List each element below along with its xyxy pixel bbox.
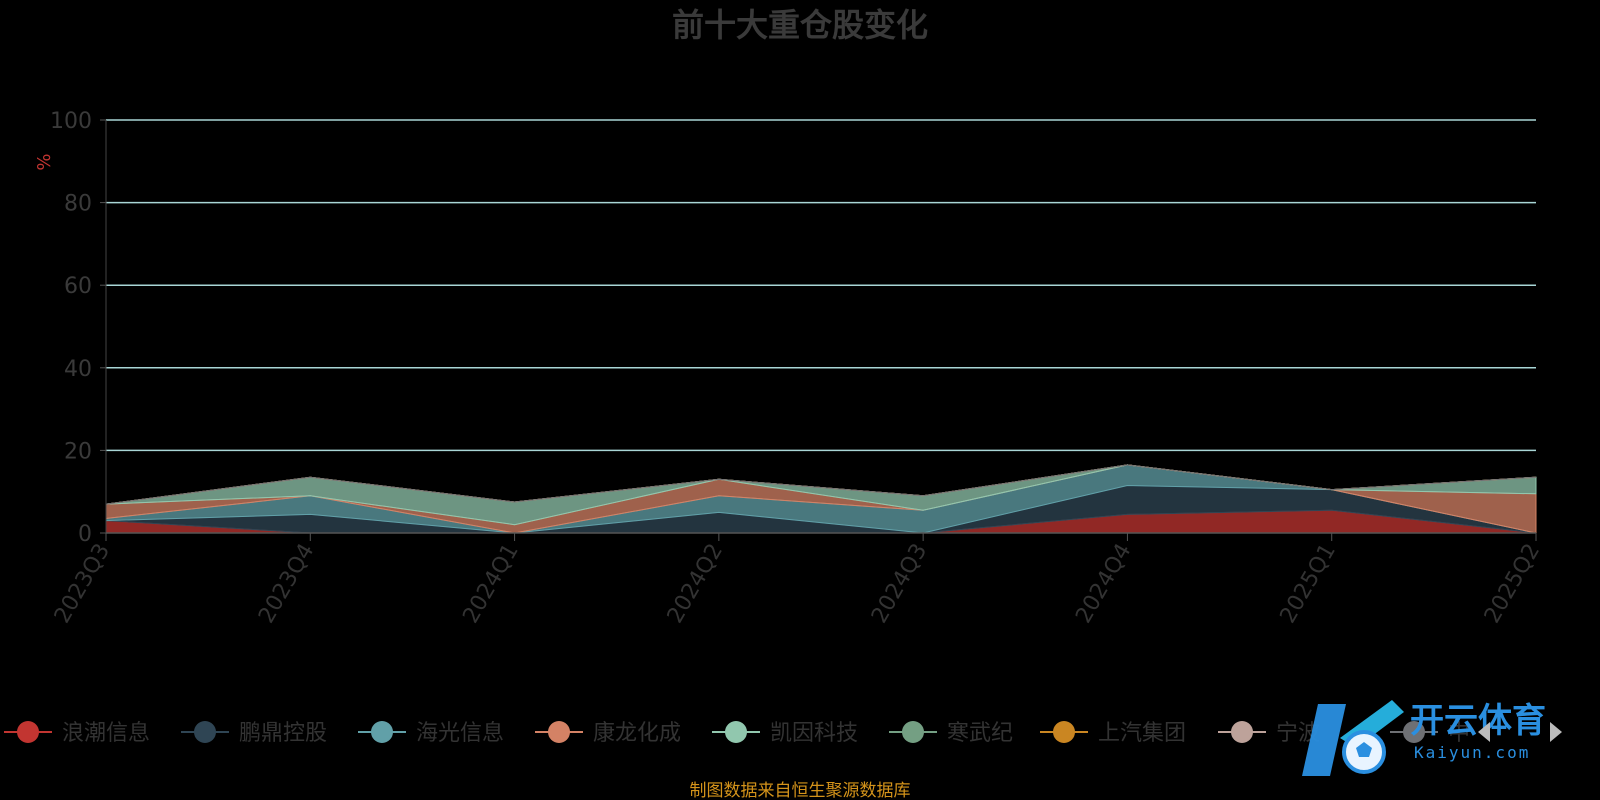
legend-marker xyxy=(17,721,39,743)
x-tick-label: 2023Q4 xyxy=(254,540,319,628)
y-tick-label: 20 xyxy=(64,439,92,464)
legend-next-icon[interactable] xyxy=(1550,722,1562,742)
grid-lines xyxy=(106,119,1536,452)
watermark-logo: 开云体育 Kaiyun.com xyxy=(1302,700,1546,776)
plot-background xyxy=(106,120,1536,533)
legend-marker xyxy=(194,721,216,743)
legend-label: 凯因科技 xyxy=(770,721,858,746)
legend-item[interactable]: 凯因科技 xyxy=(712,721,858,746)
x-tick-label: 2024Q3 xyxy=(867,540,932,628)
legend-item[interactable]: 宁波 xyxy=(1218,721,1320,746)
legend-marker xyxy=(371,721,393,743)
legend-item[interactable]: 康龙化成 xyxy=(535,721,681,746)
x-tick-label: 2024Q1 xyxy=(458,540,523,628)
x-tick-label: 2024Q2 xyxy=(663,540,728,628)
legend-item[interactable]: 海光信息 xyxy=(358,721,504,746)
y-tick-label: 0 xyxy=(78,522,92,547)
x-tick-label: 2024Q4 xyxy=(1071,540,1136,628)
y-tick-label: 100 xyxy=(50,109,92,134)
legend-item[interactable]: 鹏鼎控股 xyxy=(181,721,327,746)
legend-item[interactable]: 中 xyxy=(1390,721,1470,746)
legend-label: 上汽集团 xyxy=(1098,721,1186,746)
x-tick-label: 2023Q3 xyxy=(50,540,115,628)
legend-label: 鹏鼎控股 xyxy=(239,721,327,746)
legend-label: 浪潮信息 xyxy=(62,721,150,746)
legend-item[interactable]: 上汽集团 xyxy=(1040,721,1186,746)
legend-label: 海光信息 xyxy=(416,721,504,746)
y-tick-label: 60 xyxy=(64,274,92,299)
y-axis: 0 20 40 60 80 100 xyxy=(50,109,107,547)
legend-item[interactable]: 浪潮信息 xyxy=(4,721,150,746)
y-tick-label: 80 xyxy=(64,192,92,217)
x-axis: 2023Q3 2023Q4 2024Q1 2024Q2 2024Q3 2024Q4 2025… xyxy=(50,532,1545,628)
x-tick-label: 2025Q1 xyxy=(1276,540,1341,628)
source-note: 制图数据来自恒生聚源数据库 xyxy=(690,781,911,800)
legend-marker xyxy=(725,721,747,743)
legend-prev-icon[interactable] xyxy=(1478,722,1490,742)
chart-title: 前十大重仓股变化 xyxy=(672,6,928,44)
legend-marker xyxy=(1231,721,1253,743)
legend-marker xyxy=(902,721,924,743)
legend-pager[interactable] xyxy=(1478,722,1562,742)
y-unit-label: % xyxy=(34,153,55,170)
legend-label: 中 xyxy=(1448,721,1470,746)
legend-marker xyxy=(1053,721,1075,743)
plot-area xyxy=(106,120,1536,533)
legend[interactable]: 浪潮信息 鹏鼎控股 海光信息 康龙化成 凯因科技 寒武纪 上汽集团 宁波 中 xyxy=(4,721,1470,746)
legend-marker xyxy=(1403,721,1425,743)
legend-label: 寒武纪 xyxy=(947,721,1013,746)
logo-k-stem xyxy=(1302,704,1346,776)
watermark-subtext: Kaiyun.com xyxy=(1414,743,1530,762)
legend-marker xyxy=(548,721,570,743)
soccer-ball-patch-icon xyxy=(1356,742,1372,757)
watermark-text: 开云体育 xyxy=(1410,701,1546,741)
y-tick-label: 40 xyxy=(64,357,92,382)
legend-label: 康龙化成 xyxy=(593,721,681,746)
x-tick-label: 2025Q2 xyxy=(1480,540,1545,628)
area-series-9[interactable] xyxy=(105,464,1537,505)
legend-item[interactable]: 寒武纪 xyxy=(889,721,1013,746)
